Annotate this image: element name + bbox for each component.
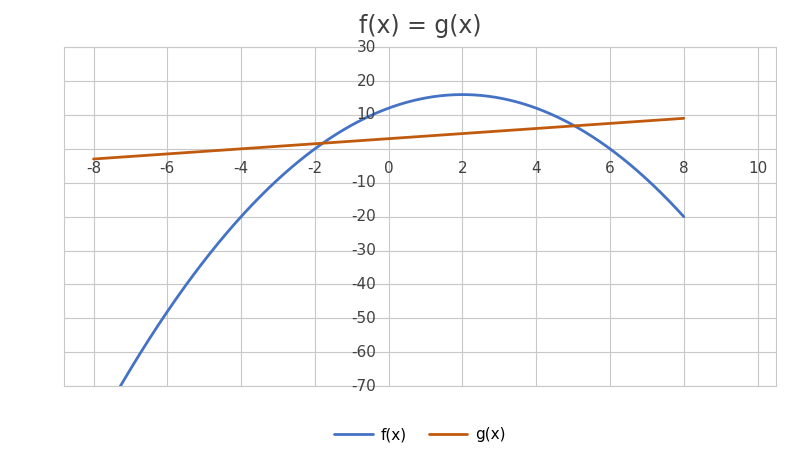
g(x) — [349, 138, 358, 144]
Text: -10: -10 — [351, 175, 376, 190]
f(x) — [564, 120, 574, 126]
Text: 10: 10 — [357, 107, 376, 122]
Text: -50: -50 — [351, 311, 376, 326]
f(x) — [166, 304, 175, 310]
Title: f(x) = g(x): f(x) = g(x) — [358, 14, 482, 38]
g(x) — [494, 128, 504, 134]
Text: -8: -8 — [86, 161, 101, 176]
Text: 4: 4 — [531, 161, 541, 176]
Text: 30: 30 — [356, 40, 376, 55]
f(x) — [500, 96, 510, 102]
f(x) — [338, 127, 348, 133]
Text: 6: 6 — [605, 161, 615, 176]
Text: 20: 20 — [357, 73, 376, 89]
Text: -70: -70 — [351, 379, 376, 394]
Text: -4: -4 — [234, 161, 249, 176]
g(x) — [327, 140, 337, 146]
f(x) — [679, 214, 689, 219]
f(x) — [458, 92, 467, 97]
Text: -40: -40 — [351, 277, 376, 292]
Line: g(x): g(x) — [94, 118, 684, 159]
Legend: f(x), g(x): f(x), g(x) — [328, 421, 512, 448]
g(x) — [89, 156, 98, 162]
Text: -20: -20 — [351, 209, 376, 224]
f(x) — [359, 116, 369, 122]
Line: f(x): f(x) — [112, 95, 684, 401]
f(x) — [107, 398, 117, 404]
Text: 2: 2 — [458, 161, 467, 176]
Text: -30: -30 — [351, 243, 376, 258]
Text: 8: 8 — [679, 161, 689, 176]
Text: -60: -60 — [351, 345, 376, 360]
Text: 0: 0 — [384, 161, 394, 176]
g(x) — [149, 152, 158, 158]
g(x) — [560, 124, 570, 130]
Text: -6: -6 — [160, 161, 175, 176]
Text: -2: -2 — [307, 161, 322, 176]
g(x) — [549, 124, 558, 130]
g(x) — [679, 115, 689, 121]
Text: 10: 10 — [748, 161, 767, 176]
f(x) — [554, 115, 563, 121]
